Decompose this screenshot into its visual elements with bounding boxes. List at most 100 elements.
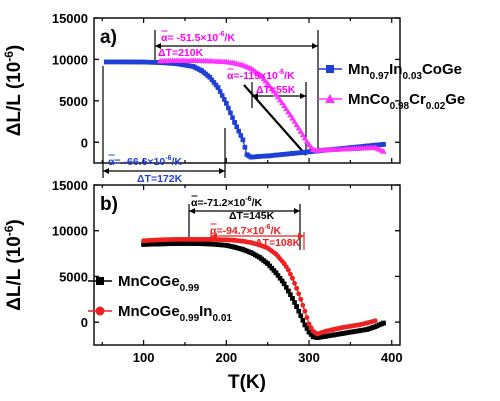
arrow-head-right [312, 43, 318, 49]
curve-marker [230, 115, 235, 120]
legend-marker [95, 306, 105, 316]
arrow-head-right [298, 233, 304, 239]
curve-marker [299, 131, 306, 138]
x-axis-title: T(K) [228, 372, 266, 393]
series-1-2 [157, 57, 387, 154]
slope-line [243, 84, 307, 156]
curve-marker [292, 280, 297, 286]
curve-marker [288, 271, 293, 277]
curve-marker [289, 115, 296, 121]
curve-marker [298, 296, 304, 302]
y-tick-label: 0 [81, 135, 88, 150]
curve-marker [219, 93, 225, 98]
curve-marker [298, 313, 304, 319]
plot-frame-2 [93, 184, 401, 346]
legend-label: MnCoGe0.99 [118, 273, 200, 294]
y-tick-label: 0 [81, 315, 88, 330]
curve-marker [224, 101, 229, 106]
annotation-text: ΔT=210K [158, 47, 204, 59]
annotation-text: α= -51.5×10-6/K [161, 31, 235, 44]
annotation-text: α= -66.6×10-6/K [108, 155, 182, 168]
annotation-text: ΔT=55K [256, 84, 296, 96]
y-tick-label: 10000 [52, 224, 88, 239]
chart-text: 15000 10000 5000 0 a) ΔL/L (10-6) 15000 10000 50… [2, 11, 403, 393]
curve-marker [302, 322, 308, 328]
legend-entry: MnCoGe0.99 [88, 273, 200, 294]
arrow-head-left [103, 168, 109, 174]
curve-marker [232, 120, 237, 125]
curve-marker [226, 105, 231, 111]
curve-marker [286, 288, 291, 294]
annotation-text: α=-94.7×10-6/K [210, 224, 281, 237]
curve-marker [211, 80, 217, 85]
curve-marker [207, 74, 213, 80]
annotation-text: ΔT=145K [229, 210, 275, 222]
data-series [104, 57, 387, 340]
curve-marker [381, 320, 386, 326]
curve-marker [300, 302, 306, 308]
panel-label-1: a) [100, 27, 117, 48]
x-tick-label: 100 [133, 350, 155, 365]
legend-entry: MnCo0.98Cr0.02Ge [318, 91, 465, 112]
curve-marker [296, 308, 301, 314]
arrow-head-left [189, 208, 195, 214]
curve-marker [209, 77, 215, 83]
legend-entry: MnCoGe0.99In0.01 [88, 303, 232, 324]
panel-label-2: b) [100, 194, 118, 215]
curve-marker [236, 128, 242, 134]
curve-marker [283, 285, 289, 290]
curve-marker [304, 326, 310, 331]
curve-marker [288, 292, 293, 298]
curve-marker [281, 281, 287, 287]
annotation-text: ΔT=172K [137, 173, 183, 185]
curve-marker [285, 108, 292, 115]
curve-marker [240, 137, 246, 143]
legends: Mn0.97In0.03CoGe MnCo0.98Cr0.02Ge MnCoGe0.… [88, 61, 465, 324]
x-tick-label: 400 [381, 350, 403, 365]
curve-marker [295, 125, 302, 131]
curve-marker [228, 110, 233, 116]
annotation-lines [102, 30, 319, 250]
curve-marker [221, 97, 227, 102]
legend-marker [326, 65, 334, 73]
legend-label: MnCoGe0.99In0.01 [118, 303, 232, 324]
annotation-text: α=-71.2×10-6/K [191, 196, 262, 209]
legend-label: MnCo0.98Cr0.02Ge [348, 91, 465, 112]
y-axis-title-2: ΔL/L (10-6) [2, 219, 25, 311]
curve-marker [380, 148, 387, 154]
curve-marker [308, 325, 314, 331]
curve-marker [381, 142, 386, 147]
curve-marker [306, 321, 312, 327]
arrow-head-right [294, 208, 300, 214]
curve-marker [297, 128, 304, 134]
legend-entry: Mn0.97In0.03CoGe [318, 61, 462, 82]
curve-marker [279, 278, 285, 284]
curve-marker [303, 138, 310, 144]
legend-marker [325, 94, 335, 103]
x-tick-label: 300 [298, 350, 320, 365]
curve-marker [301, 134, 308, 141]
curve-marker [234, 124, 239, 130]
curve-marker [293, 121, 300, 128]
series-2-1 [141, 241, 386, 340]
plot-frame-1 [93, 17, 401, 164]
curve-marker [217, 89, 223, 94]
legend-label: Mn0.97In0.03CoGe [348, 61, 462, 82]
curve-marker [372, 318, 378, 324]
series-2-2 [141, 237, 378, 337]
curve-marker [294, 285, 300, 291]
curve-marker [290, 296, 295, 301]
legend-marker [96, 277, 104, 285]
curve-marker [285, 267, 291, 273]
plot-frames [93, 17, 401, 346]
x-tick-label: 200 [215, 350, 237, 365]
annotation-text: α=-119×10-6/K [227, 69, 295, 82]
curve-marker [273, 270, 279, 276]
curve-marker [291, 118, 298, 124]
curve-marker [215, 85, 221, 90]
y-tick-label: 10000 [52, 52, 88, 67]
y-axis-title-1: ΔL/L (10-6) [2, 45, 25, 137]
y-tick-label: 5000 [59, 94, 88, 109]
arrow-head-left [155, 43, 161, 49]
